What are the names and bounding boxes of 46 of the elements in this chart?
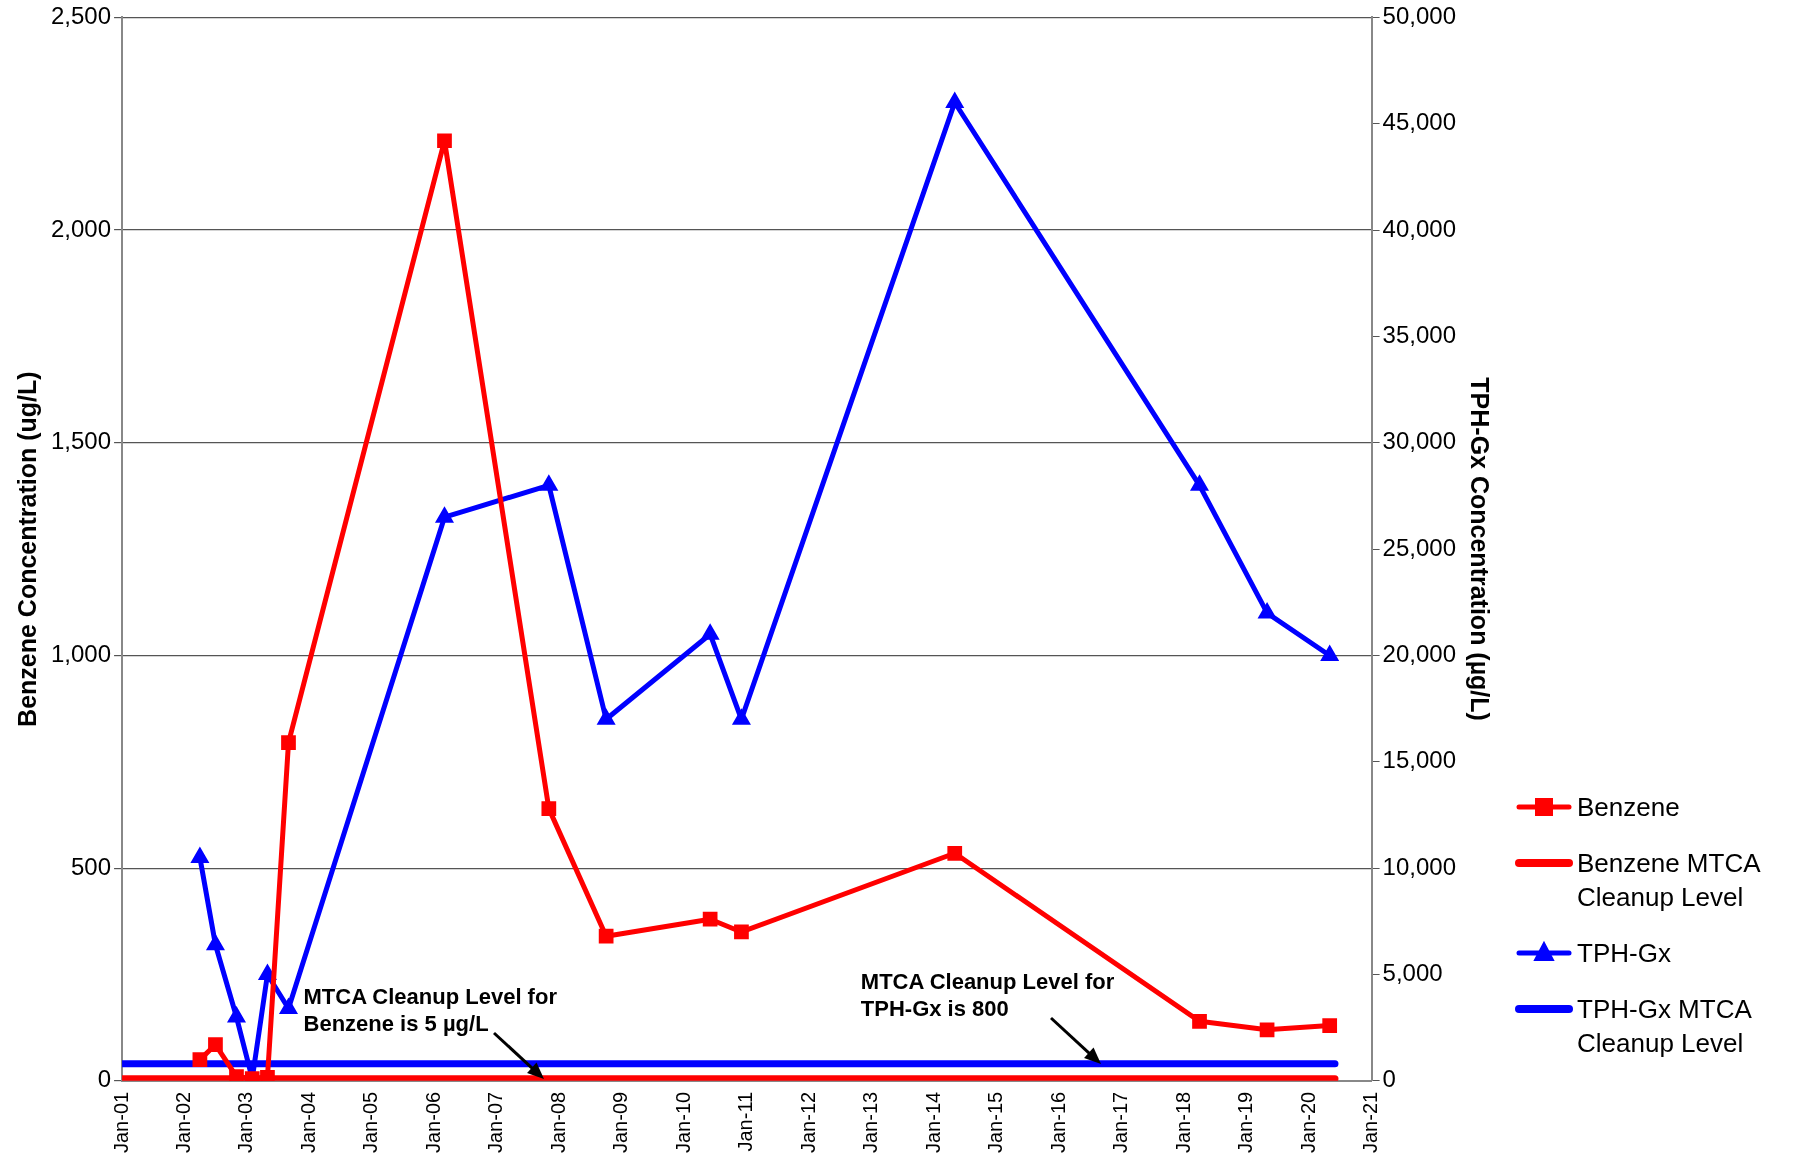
x-tick-label: Jan-21 — [1359, 1091, 1382, 1153]
y2-tick-label: 15,000 — [1382, 746, 1456, 774]
y2-tick-label: 30,000 — [1382, 427, 1456, 455]
x-tick-label: Jan-14 — [921, 1091, 944, 1153]
x-tick-label: Jan-13 — [859, 1091, 882, 1153]
legend-label: TPH-Gx MTCA Cleanup Level — [1577, 993, 1752, 1060]
x-tick-label: Jan-11 — [734, 1091, 757, 1152]
x-tick-label: Jan-06 — [421, 1091, 444, 1153]
legend-label: Benzene — [1577, 791, 1680, 824]
y-tick-label: 500 — [71, 852, 112, 880]
x-tick-label: Jan-03 — [234, 1091, 257, 1153]
y2-axis-title: TPH-Gx Concentration (µg/L) — [1466, 377, 1495, 721]
y-tick-label: 2,500 — [51, 2, 112, 30]
x-tick-label: Jan-08 — [546, 1091, 569, 1153]
y2-tick-label: 0 — [1382, 1065, 1396, 1093]
y-tick-label: 2,000 — [51, 214, 112, 242]
x-tick-label: Jan-18 — [1171, 1091, 1194, 1153]
y2-tick-label: 20,000 — [1382, 640, 1456, 668]
x-tick-label: Jan-12 — [796, 1091, 819, 1153]
y-tick-label: 1,000 — [51, 640, 112, 668]
x-tick-label: Jan-05 — [359, 1091, 382, 1153]
x-tick-label: Jan-04 — [296, 1091, 319, 1153]
y2-tick-label: 50,000 — [1382, 2, 1456, 30]
x-tick-label: Jan-20 — [1296, 1091, 1319, 1153]
annotation: MTCA Cleanup Level for Benzene is 5 µg/L — [303, 982, 558, 1037]
x-tick-label: Jan-09 — [609, 1091, 632, 1153]
x-tick-label: Jan-02 — [172, 1091, 195, 1153]
y2-tick-label: 45,000 — [1382, 108, 1456, 136]
y2-tick-label: 10,000 — [1382, 852, 1456, 880]
legend-label: Benzene MTCA Cleanup Level — [1577, 847, 1761, 914]
y-axis-title: Benzene Concentration (ug/L) — [12, 371, 41, 727]
x-tick-label: Jan-07 — [484, 1091, 507, 1153]
x-tick-label: Jan-01 — [109, 1091, 132, 1153]
x-tick-label: Jan-19 — [1234, 1091, 1257, 1153]
y2-tick-label: 40,000 — [1382, 214, 1456, 242]
annotation: MTCA Cleanup Level for TPH-Gx is 800 — [860, 967, 1116, 1022]
y-tick-label: 0 — [97, 1065, 112, 1093]
x-tick-label: Jan-10 — [671, 1091, 694, 1153]
x-tick-label: Jan-17 — [1109, 1091, 1132, 1153]
x-tick-label: Jan-15 — [984, 1091, 1007, 1153]
y2-tick-label: 25,000 — [1382, 533, 1456, 561]
y2-tick-label: 5,000 — [1382, 959, 1443, 987]
y2-tick-label: 35,000 — [1382, 321, 1456, 349]
x-tick-label: Jan-16 — [1046, 1091, 1069, 1153]
y-tick-label: 1,500 — [51, 427, 112, 455]
legend-label: TPH-Gx — [1577, 937, 1671, 970]
